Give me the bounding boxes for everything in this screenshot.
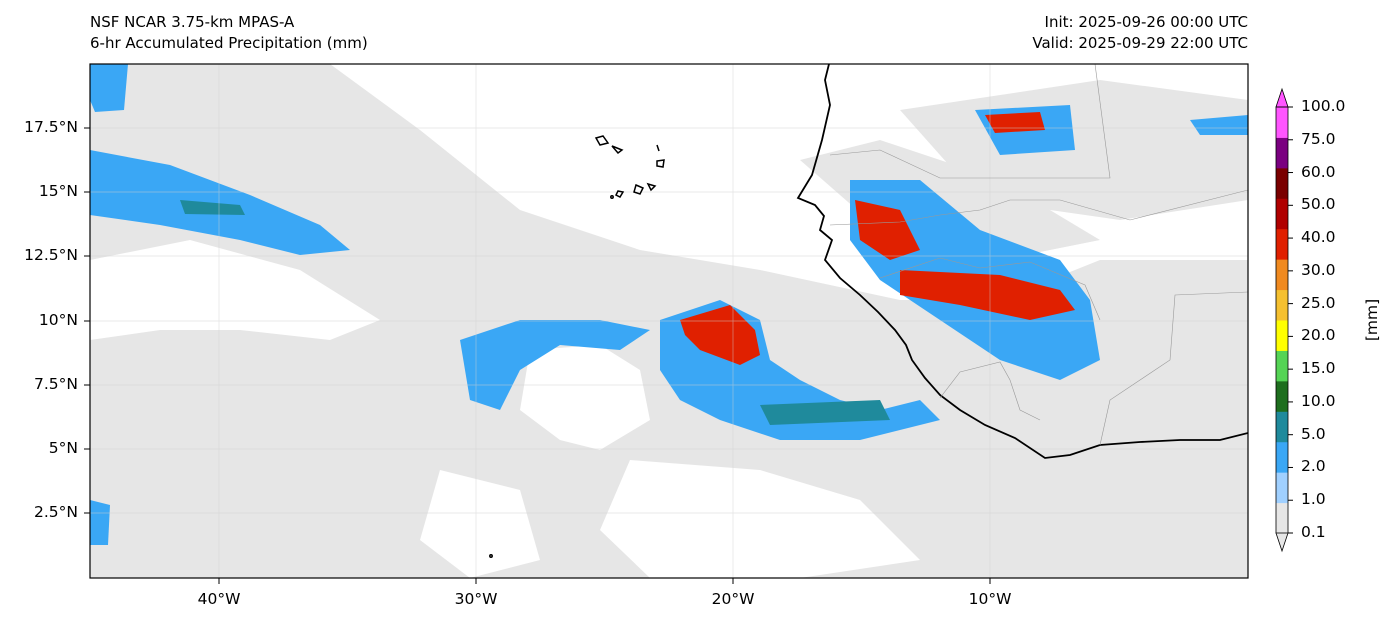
colorbar-swatch (1276, 380, 1288, 412)
colorbar-swatch (1276, 198, 1288, 230)
clear-areas (90, 120, 920, 578)
colorbar-level-label: 25.0 (1301, 293, 1336, 312)
colorbar-level-label: 75.0 (1301, 129, 1336, 148)
colorbar-level-label: 40.0 (1301, 228, 1336, 247)
lon-label-10w: 10°W (968, 590, 1012, 608)
colorbar-level-label: 1.0 (1301, 490, 1326, 509)
colorbar-unit: [mm] (1363, 298, 1381, 342)
colorbar-level-label: 30.0 (1301, 260, 1336, 279)
colorbar-level-label: 10.0 (1301, 391, 1336, 410)
init-time: Init: 2025-09-26 00:00 UTC (1044, 13, 1248, 31)
colorbar-level-label: 15.0 (1301, 359, 1336, 378)
colorbar-swatch (1276, 289, 1288, 321)
colorbar-level-label: 0.1 (1301, 523, 1326, 541)
colorbar-level-label: 60.0 (1301, 162, 1336, 181)
colorbar-level-label: 5.0 (1301, 424, 1326, 443)
lon-label-40w: 40°W (197, 590, 241, 608)
colorbar-swatch (1276, 472, 1288, 504)
model-title: NSF NCAR 3.75-km MPAS-A (90, 13, 295, 31)
cape-verde-islands (489, 135, 665, 558)
lat-label-2-5: 2.5°N (34, 503, 78, 521)
colorbar-swatch (1276, 228, 1288, 260)
colorbar-swatch (1276, 441, 1288, 473)
lat-label-15: 15°N (38, 182, 78, 200)
colorbar-swatch (1276, 259, 1288, 291)
lon-label-30w: 30°W (454, 590, 498, 608)
colorbar-swatch (1276, 107, 1288, 138)
colorbar-extend-min (1275, 532, 1289, 553)
lat-label-10: 10°N (38, 311, 78, 329)
colorbar-swatch (1276, 502, 1288, 534)
colorbar-level-label: 20.0 (1301, 326, 1336, 345)
colorbar-swatch (1276, 167, 1288, 199)
colorbar-swatch (1276, 350, 1288, 382)
colorbar-swatch (1276, 137, 1288, 169)
lat-label-5: 5°N (48, 439, 78, 457)
colorbar-swatch (1276, 320, 1288, 351)
colorbar-level-label: 100.0 (1301, 97, 1346, 115)
gridlines (90, 64, 1248, 578)
lat-label-17-5: 17.5°N (24, 118, 78, 136)
lat-label-7-5: 7.5°N (34, 375, 78, 393)
lon-label-20w: 20°W (711, 590, 755, 608)
lat-label-12-5: 12.5°N (24, 246, 78, 264)
colorbar-frame (1275, 106, 1289, 534)
field-title: 6-hr Accumulated Precipitation (mm) (90, 34, 368, 52)
axis-ticks (84, 127, 991, 584)
colorbar-level-label: 2.0 (1301, 457, 1326, 476)
africa-coastline (796, 64, 1248, 459)
valid-time: Valid: 2025-09-29 22:00 UTC (1032, 34, 1248, 52)
colorbar-extend-max (1275, 87, 1289, 108)
colorbar-swatch (1276, 411, 1288, 443)
colorbar-level-label: 50.0 (1301, 195, 1336, 214)
country-borders (829, 64, 1248, 446)
colorbar (1275, 87, 1293, 553)
